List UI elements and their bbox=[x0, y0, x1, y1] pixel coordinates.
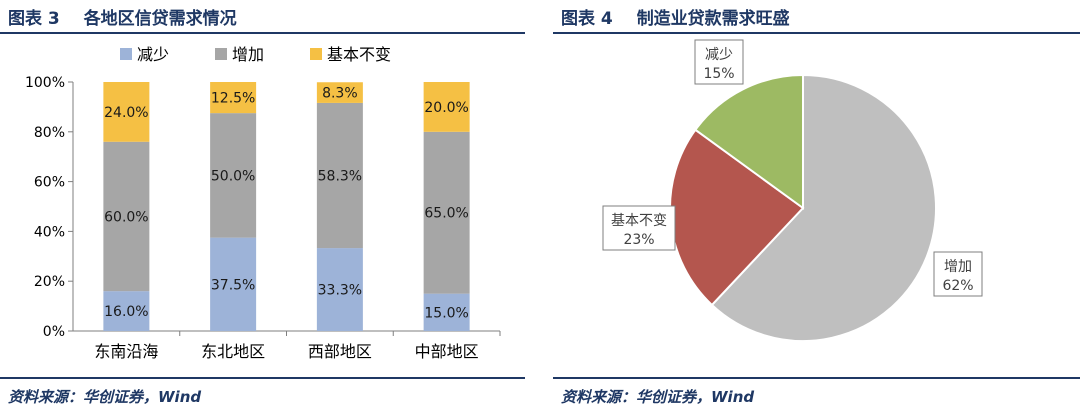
figure-3-title-text: 各地区信贷需求情况 bbox=[83, 9, 237, 29]
pie-slice bbox=[710, 73, 937, 342]
bar-segment bbox=[210, 82, 257, 114]
pie-callout: 基本不变 23% bbox=[602, 205, 676, 251]
figure-4-prefix: 图表 bbox=[561, 9, 595, 29]
data-label: 12.5% bbox=[211, 91, 255, 107]
data-label: 37.5% bbox=[211, 277, 255, 293]
data-label: 15.0% bbox=[424, 305, 468, 321]
figure-3-number: 3 bbox=[47, 9, 60, 29]
pie-slice bbox=[694, 73, 804, 210]
bar-segment bbox=[316, 248, 363, 331]
slice-value-label: 15% bbox=[703, 66, 734, 82]
x-category-label: 东南沿海 bbox=[94, 342, 158, 361]
figure-3-title: 图表 3 各地区信贷需求情况 bbox=[8, 4, 237, 29]
slice-value-label: 23% bbox=[623, 232, 654, 248]
pie-chart: 增加 62% 基本不变 23% 减少 15% bbox=[602, 39, 983, 342]
figure-4-bottom-rule bbox=[553, 377, 1080, 379]
bar-segment bbox=[103, 141, 150, 292]
y-tick-label: 20% bbox=[34, 274, 65, 290]
figure-4-title: 图表 4 制造业贷款需求旺盛 bbox=[561, 4, 790, 29]
x-category-label: 中部地区 bbox=[415, 342, 479, 361]
data-label: 20.0% bbox=[424, 100, 468, 116]
slice-name-label: 增加 bbox=[944, 259, 972, 275]
bar-segment bbox=[423, 293, 470, 331]
bar-segment bbox=[210, 237, 257, 331]
x-category-label: 西部地区 bbox=[308, 342, 372, 361]
figure-4-top-rule bbox=[553, 32, 1080, 34]
bar-segment bbox=[423, 131, 470, 294]
data-label: 50.0% bbox=[211, 168, 255, 184]
figure-3-top-rule bbox=[0, 32, 525, 34]
data-label: 33.3% bbox=[318, 283, 362, 299]
bar-segment bbox=[316, 102, 363, 249]
bar-segment bbox=[423, 82, 470, 132]
slice-value-label: 62% bbox=[942, 278, 973, 294]
data-label: 58.3% bbox=[318, 168, 362, 184]
figure-4-title-text: 制造业贷款需求旺盛 bbox=[636, 9, 790, 29]
figure-4-number: 4 bbox=[600, 9, 613, 29]
pie-callout: 减少 15% bbox=[694, 39, 744, 85]
pie-callout: 增加 62% bbox=[933, 251, 983, 297]
stacked-bar-chart: 0% 20% 40% 60% 80% 100% 16.0% 60.0% 24.0% 东南沿海 37.… bbox=[25, 45, 501, 361]
bar-segment bbox=[316, 82, 363, 103]
data-label: 60.0% bbox=[104, 209, 148, 225]
callout-box bbox=[694, 39, 744, 85]
data-label: 65.0% bbox=[424, 206, 468, 222]
y-tick-label: 80% bbox=[34, 125, 65, 141]
figure-4-panel: 图表 4 制造业贷款需求旺盛 增加 62% 基本不变 23% 减少 15% 资料来源：华创… bbox=[553, 0, 1080, 419]
legend-label: 基本不变 bbox=[327, 45, 391, 64]
legend-swatch bbox=[310, 48, 322, 60]
figure-3-source: 资料来源：华创证券，Wind bbox=[8, 388, 202, 406]
legend-label: 减少 bbox=[137, 45, 169, 64]
slice-name-label: 基本不变 bbox=[611, 212, 667, 229]
data-label: 24.0% bbox=[104, 105, 148, 121]
data-label: 16.0% bbox=[104, 304, 148, 320]
legend-label: 增加 bbox=[232, 45, 264, 64]
y-tick-label: 40% bbox=[34, 224, 65, 240]
figure-3-prefix: 图表 bbox=[8, 9, 42, 29]
y-tick-label: 100% bbox=[25, 75, 65, 91]
legend-swatch bbox=[120, 48, 132, 60]
y-tick-label: 60% bbox=[34, 175, 65, 191]
bar-segment bbox=[103, 82, 150, 142]
legend-swatch bbox=[215, 48, 227, 60]
x-category-label: 东北地区 bbox=[201, 342, 265, 361]
y-tick-label: 0% bbox=[43, 324, 65, 340]
slice-name-label: 减少 bbox=[705, 47, 733, 63]
figure-3-bottom-rule bbox=[0, 377, 525, 379]
bar-segment bbox=[210, 113, 257, 238]
figure-3-panel: 图表 3 各地区信贷需求情况 0% 20% 40% 60% 80% 100% 16.0% 60… bbox=[0, 0, 525, 419]
callout-box bbox=[602, 205, 676, 251]
callout-box bbox=[933, 251, 983, 297]
bar-segment bbox=[103, 291, 150, 331]
figure-4-source: 资料来源：华创证券，Wind bbox=[561, 388, 755, 406]
data-label: 8.3% bbox=[322, 86, 358, 102]
